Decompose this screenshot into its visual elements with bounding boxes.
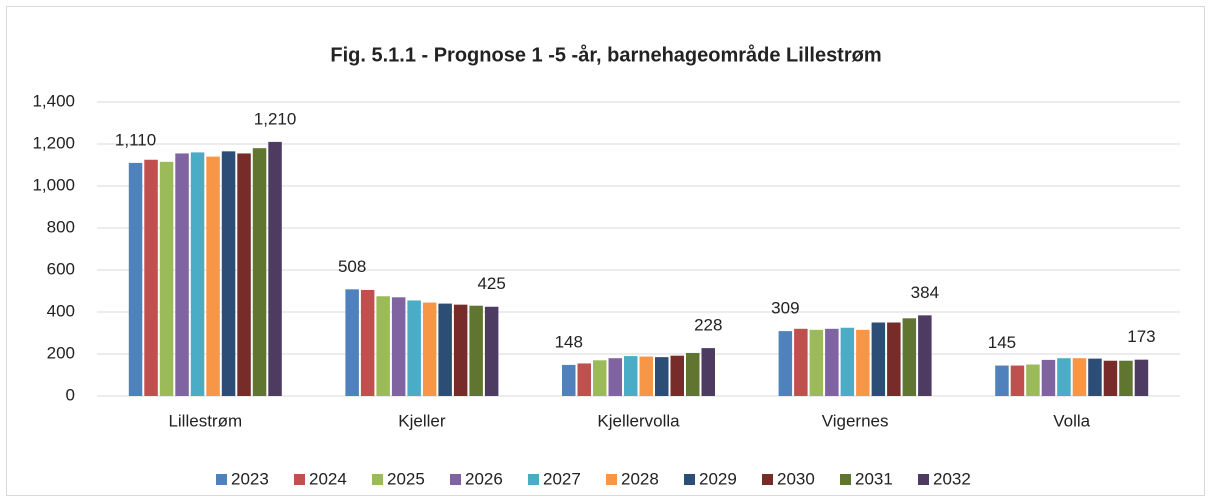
bar xyxy=(1119,360,1133,396)
data-label: 384 xyxy=(911,283,939,302)
data-label: 1,210 xyxy=(254,109,297,128)
bar xyxy=(840,327,855,396)
legend-swatch xyxy=(372,474,383,485)
y-tick-label: 400 xyxy=(47,301,75,320)
bar xyxy=(655,357,669,396)
data-label: 1,110 xyxy=(115,130,156,149)
legend-swatch xyxy=(840,474,851,485)
legend-swatch xyxy=(918,474,929,485)
data-label: 228 xyxy=(694,316,722,335)
y-tick-label: 600 xyxy=(47,259,75,278)
bar xyxy=(190,152,205,396)
bar xyxy=(1134,359,1149,396)
legend-label: 2024 xyxy=(309,469,347,488)
bar xyxy=(1057,358,1071,396)
legend-label: 2028 xyxy=(621,469,659,488)
legend-label: 2023 xyxy=(231,469,269,488)
bar xyxy=(871,322,886,396)
y-tick-label: 800 xyxy=(47,217,75,236)
data-label: 508 xyxy=(338,257,366,276)
bar xyxy=(1072,358,1087,396)
x-tick-label: Kjellervolla xyxy=(597,411,680,430)
bar xyxy=(995,365,1009,396)
bar xyxy=(206,156,220,396)
bar xyxy=(453,304,468,396)
bar xyxy=(128,162,143,396)
legend-swatch xyxy=(684,474,695,485)
bar xyxy=(469,305,483,396)
bar xyxy=(639,356,653,396)
bar xyxy=(918,315,932,396)
x-tick-label: Kjeller xyxy=(398,411,446,430)
x-tick-label: Lillestrøm xyxy=(168,411,242,430)
bar xyxy=(825,328,839,396)
y-tick-label: 200 xyxy=(47,343,75,362)
bar xyxy=(438,303,452,396)
bar xyxy=(252,148,267,396)
legend-swatch xyxy=(528,474,539,485)
legend-label: 2031 xyxy=(855,469,893,488)
legend-swatch xyxy=(606,474,617,485)
data-label: 173 xyxy=(1127,327,1155,346)
bar xyxy=(577,363,591,396)
bar xyxy=(345,289,359,396)
chart-title: Fig. 5.1.1 - Prognose 1 -5 -år, barnehag… xyxy=(330,43,881,66)
legend-label: 2026 xyxy=(465,469,503,488)
legend-swatch xyxy=(762,474,773,485)
bar xyxy=(624,356,638,396)
bar xyxy=(887,322,901,396)
bar xyxy=(484,306,499,396)
bar xyxy=(794,328,808,396)
bar xyxy=(237,153,251,396)
bar xyxy=(670,355,684,396)
legend-label: 2030 xyxy=(777,469,815,488)
legend-label: 2032 xyxy=(933,469,971,488)
y-tick-label: 1,200 xyxy=(32,133,75,152)
bar xyxy=(809,329,824,396)
legend-label: 2029 xyxy=(699,469,737,488)
bar xyxy=(360,289,375,396)
bar xyxy=(778,331,793,396)
bar xyxy=(701,348,715,396)
bar xyxy=(902,318,917,396)
y-tick-label: 1,000 xyxy=(32,175,75,194)
bar xyxy=(1041,359,1056,396)
bar xyxy=(407,300,421,396)
data-label: 425 xyxy=(477,274,505,293)
legend-swatch xyxy=(294,474,305,485)
bar xyxy=(268,141,282,396)
legend-swatch xyxy=(216,474,227,485)
y-tick-label: 0 xyxy=(66,385,75,404)
data-label: 309 xyxy=(771,299,799,318)
bar xyxy=(391,297,406,396)
data-label: 145 xyxy=(988,333,1016,352)
bar xyxy=(1088,358,1102,396)
bar xyxy=(1103,360,1118,396)
bar xyxy=(376,296,390,396)
data-label: 148 xyxy=(555,332,583,351)
bar xyxy=(1010,365,1025,396)
bar xyxy=(856,329,870,396)
chart-frame xyxy=(6,6,1205,496)
x-tick-label: Volla xyxy=(1053,411,1090,430)
legend-label: 2025 xyxy=(387,469,425,488)
bar xyxy=(175,153,189,396)
bar xyxy=(562,364,576,396)
bar xyxy=(593,360,607,396)
bar xyxy=(686,352,700,396)
bar xyxy=(1026,364,1040,396)
bar xyxy=(422,302,437,396)
legend-label: 2027 xyxy=(543,469,581,488)
bar xyxy=(144,159,158,396)
x-tick-label: Vigernes xyxy=(822,411,889,430)
y-tick-label: 1,400 xyxy=(32,91,75,110)
bar xyxy=(608,358,622,396)
bar xyxy=(159,161,174,396)
legend-swatch xyxy=(450,474,461,485)
bar xyxy=(221,151,236,396)
